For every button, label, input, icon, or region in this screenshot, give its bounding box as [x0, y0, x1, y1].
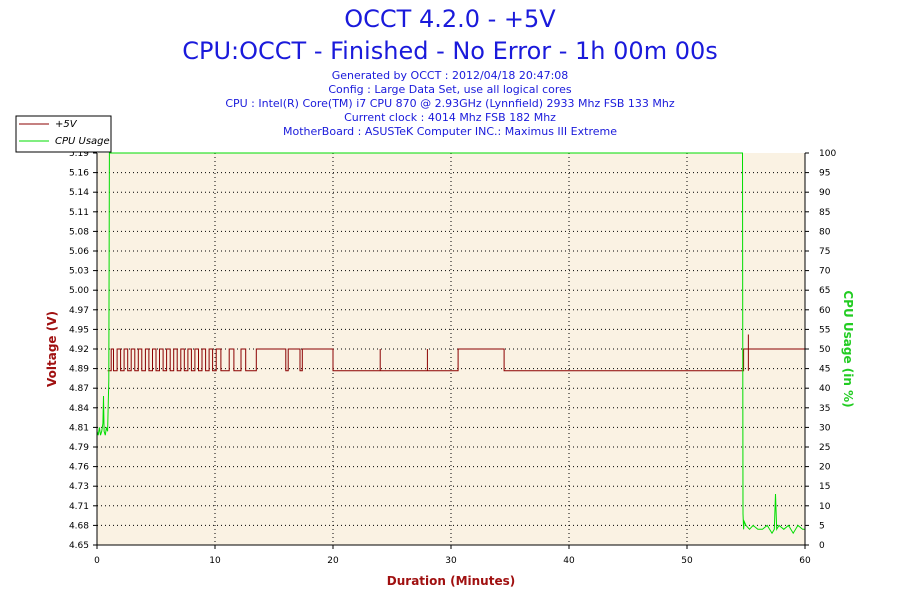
y-tick-label: 5.19	[69, 149, 89, 159]
x-tick-label: 10	[209, 556, 221, 566]
y-tick-label: 5.16	[69, 169, 89, 179]
y-tick-label: 4.68	[69, 521, 89, 531]
x-axis-title: Duration (Minutes)	[387, 574, 515, 588]
y-tick-label: 5.08	[69, 227, 89, 237]
x-tick-label: 0	[94, 556, 100, 566]
y-tick-label: 4.81	[69, 423, 89, 433]
y-tick-label: 5.11	[69, 208, 89, 218]
y2-tick-label: 25	[819, 443, 830, 453]
y2-axis-title: CPU Usage (in %)	[841, 290, 855, 407]
x-tick-label: 40	[563, 556, 575, 566]
y2-tick-label: 95	[819, 169, 830, 179]
y-tick-label: 4.65	[69, 541, 89, 551]
y-tick-label: 4.97	[69, 306, 89, 316]
y2-tick-label: 5	[819, 521, 825, 531]
legend: +5V CPU Usage	[15, 115, 112, 153]
y-tick-label: 4.84	[69, 404, 89, 414]
info-motherboard: MotherBoard : ASUSTeK Computer INC.: Max…	[283, 125, 617, 138]
y2-tick-label: 75	[819, 247, 830, 257]
legend-label-cpu: CPU Usage	[55, 136, 110, 147]
y2-tick-label: 85	[819, 208, 830, 218]
x-tick-label: 50	[681, 556, 693, 566]
y-axis-title: Voltage (V)	[45, 311, 59, 387]
x-tick-label: 30	[445, 556, 457, 566]
y-tick-label: 4.79	[69, 443, 89, 453]
info-config: Config : Large Data Set, use all logical…	[328, 83, 572, 96]
y-tick-label: 5.03	[69, 267, 89, 277]
legend-box	[15, 115, 112, 153]
y2-tick-label: 55	[819, 325, 830, 335]
y2-tick-label: 10	[819, 502, 831, 512]
y2-tick-label: 60	[819, 306, 831, 316]
info-cpu: CPU : Intel(R) Core(TM) i7 CPU 870 @ 2.9…	[225, 97, 675, 110]
series-line-cpu	[96, 152, 805, 535]
y-tick-label: 4.71	[69, 502, 89, 512]
y2-tick-label: 80	[819, 227, 831, 237]
y2-tick-label: 45	[819, 365, 830, 375]
x-tick-label: 20	[327, 556, 339, 566]
y2-tick-label: 0	[819, 541, 825, 551]
y2-tick-label: 65	[819, 286, 830, 296]
chart-title: OCCT 4.2.0 - +5V	[344, 5, 556, 33]
y2-tick-label: 50	[819, 345, 831, 355]
y-tick-label: 4.89	[69, 365, 89, 375]
y-tick-label: 4.73	[69, 482, 89, 492]
y2-tick-label: 15	[819, 482, 830, 492]
y-tick-label: 4.87	[69, 384, 89, 394]
y-tick-label: 5.06	[69, 247, 89, 257]
y2-tick-label: 70	[819, 267, 831, 277]
y2-tick-label: 20	[819, 463, 831, 473]
legend-label-voltage: +5V	[55, 119, 78, 130]
y2-tick-label: 90	[819, 188, 831, 198]
y-tick-label: 4.95	[69, 325, 89, 335]
y2-tick-label: 40	[819, 384, 831, 394]
x-tick-label: 60	[799, 556, 811, 566]
y-tick-label: 4.92	[69, 345, 89, 355]
chart-subtitle: CPU:OCCT - Finished - No Error - 1h 00m …	[182, 37, 718, 65]
y-tick-label: 5.00	[69, 286, 89, 296]
y2-tick-label: 30	[819, 423, 831, 433]
y2-tick-label: 35	[819, 404, 830, 414]
series-line-voltage	[107, 348, 805, 372]
y-tick-label: 4.76	[69, 463, 89, 473]
y2-tick-label: 100	[819, 149, 836, 159]
y-tick-label: 5.14	[69, 188, 89, 198]
info-generated: Generated by OCCT : 2012/04/18 20:47:08	[331, 69, 569, 82]
info-clock: Current clock : 4014 Mhz FSB 182 Mhz	[344, 111, 556, 124]
